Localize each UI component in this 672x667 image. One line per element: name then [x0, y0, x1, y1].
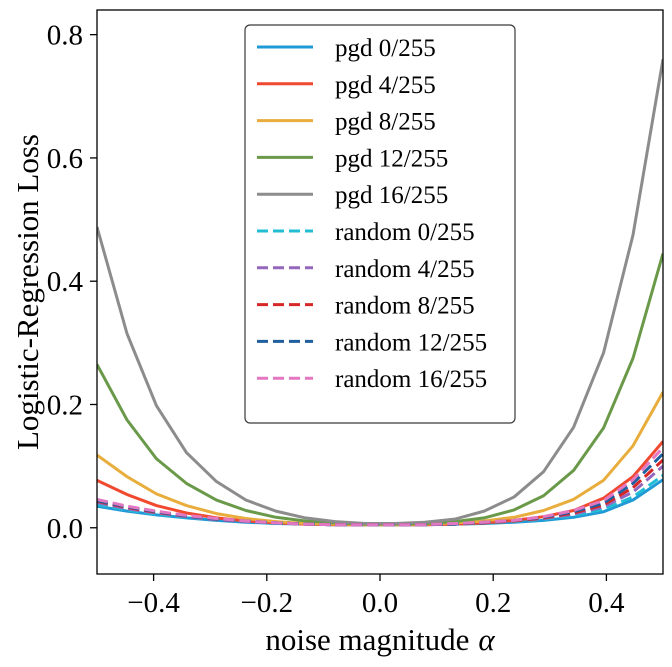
legend-label: random 8/255: [335, 293, 475, 320]
legend-label: random 4/255: [335, 256, 475, 283]
x-tick-label: 0.4: [588, 587, 625, 619]
x-axis-label: noise magnitude α: [265, 622, 495, 657]
x-tick-label: −0.2: [240, 587, 293, 619]
y-tick-label: 0.8: [47, 20, 83, 52]
legend-frame: [244, 24, 516, 424]
x-axis-label-text: noise magnitude: [265, 622, 469, 657]
axis-ticks: −0.4 −0.2 0.0 0.2 0.4 0.0 0.2 0.4 0.6 0.8: [47, 20, 625, 619]
legend-label: pgd 8/255: [335, 109, 436, 136]
legend-label: random 12/255: [335, 329, 487, 356]
legend-label: pgd 16/255: [335, 182, 448, 209]
legend-label: pgd 12/255: [335, 145, 448, 172]
legend-label: random 16/255: [335, 366, 487, 393]
x-tick-label: −0.4: [127, 587, 180, 619]
legend: pgd 0/255 pgd 4/255 pgd 8/255 pgd 12/255 pgd…: [244, 24, 516, 424]
legend-label: pgd 0/255: [335, 35, 436, 62]
y-tick-label: 0.4: [47, 266, 84, 298]
legend-label: pgd 4/255: [335, 72, 436, 99]
x-tick-label: 0.0: [362, 587, 398, 619]
legend-label: random 0/255: [335, 219, 475, 246]
series-line-random-16-255: [97, 446, 663, 527]
series-layer: [97, 59, 663, 527]
y-axis-label: Logistic-Regression Loss: [10, 134, 45, 450]
y-tick-label: 0.2: [47, 389, 83, 421]
x-tick-label: 0.2: [475, 587, 511, 619]
series-line-pgd-16-255: [97, 59, 663, 525]
y-tick-label: 0.6: [47, 143, 83, 175]
y-tick-label: 0.0: [47, 513, 83, 545]
x-axis-label-symbol: α: [478, 622, 495, 657]
